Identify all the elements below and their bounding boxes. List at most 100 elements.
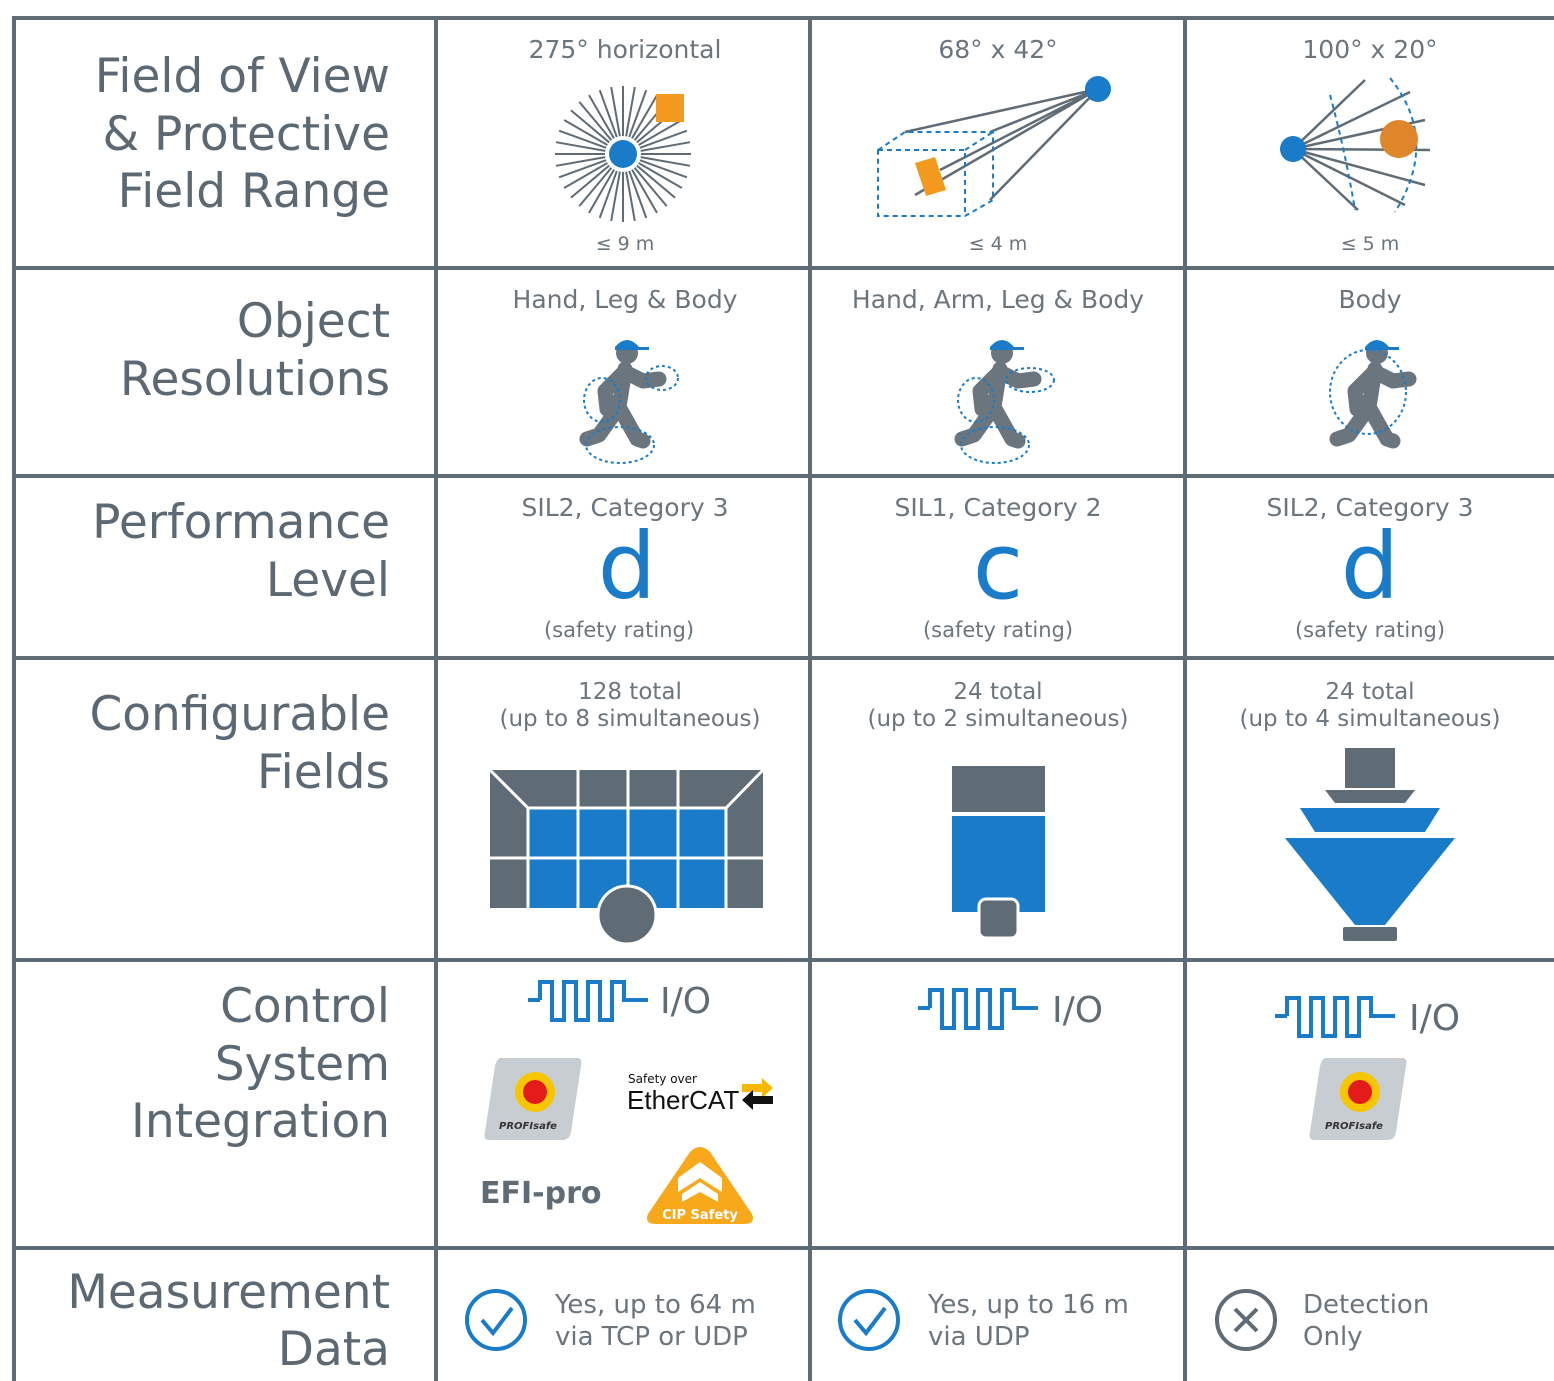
fov-ray <box>625 171 636 222</box>
fov-ray <box>639 159 688 179</box>
fov-icon <box>609 140 637 168</box>
row-label: Object <box>237 294 390 349</box>
cell-title: 128 total <box>578 679 682 705</box>
fields-icon <box>488 768 765 908</box>
fields-icon <box>1345 748 1395 788</box>
status-icon <box>465 1289 1277 1351</box>
person-icon <box>645 365 679 391</box>
cell-title: SIL2, Category 3 <box>521 493 728 522</box>
row-label: Integration <box>131 1094 390 1149</box>
fields-icon <box>952 766 1045 812</box>
cell-note: ≤ 5 m <box>1341 233 1400 255</box>
row-label: Data <box>278 1322 390 1377</box>
fov-ray <box>555 141 606 152</box>
row-label: Control <box>220 979 390 1034</box>
logo-text: PROFIsafe <box>499 1121 557 1132</box>
measurement-text: Detection <box>1303 1290 1429 1320</box>
logo-text: EFI-pro <box>480 1176 601 1211</box>
fov-ray <box>588 94 615 139</box>
fov-ray <box>631 169 658 214</box>
status-icon <box>853 1306 887 1337</box>
fov-ray <box>578 167 613 207</box>
fields-icon <box>596 884 658 946</box>
fov-ray <box>636 164 676 199</box>
fov-ray <box>638 119 683 146</box>
row-label: Performance <box>92 495 390 550</box>
ethercat-arrows <box>742 1078 773 1098</box>
person-icon <box>585 426 655 464</box>
cell-title: (up to 4 simultaneous) <box>1240 706 1501 732</box>
row-label: Configurable <box>89 687 390 742</box>
logo-text: Safety over <box>628 1072 697 1086</box>
fov-ray <box>639 129 688 149</box>
fov-ray <box>558 129 607 149</box>
fov-ray <box>640 156 691 167</box>
fov-ray <box>625 86 636 137</box>
fov-ray <box>628 170 648 219</box>
fov-icon <box>877 76 1431 217</box>
cell-note: ≤ 4 m <box>969 233 1028 255</box>
fov-icon <box>1329 77 1418 213</box>
status-icon <box>465 1289 527 1351</box>
cip-logo <box>678 1162 722 1202</box>
fov-ray <box>555 156 606 167</box>
fov-ray <box>563 119 608 146</box>
fov-icon <box>1280 136 1306 162</box>
fov-ray <box>563 162 608 189</box>
fields-icon <box>1341 925 1399 943</box>
cell-title: 24 total <box>953 679 1042 705</box>
row-label: Resolutions <box>120 352 390 407</box>
level: d <box>1341 513 1399 620</box>
measurement-text: via TCP or UDP <box>555 1322 748 1352</box>
fov-ray <box>598 170 618 219</box>
fov-icon <box>1380 120 1418 158</box>
fov-icon <box>1085 76 1111 102</box>
fov-ray <box>610 86 621 137</box>
ethercat-arrows <box>742 1090 773 1110</box>
fov-icon <box>915 157 946 196</box>
io-icon <box>526 980 1397 1038</box>
fov-icon <box>555 86 691 222</box>
person-icon <box>583 340 1409 464</box>
row-label: Fields <box>257 745 390 800</box>
fov-icon <box>1292 79 1431 211</box>
cell-title: Hand, Arm, Leg & Body <box>852 285 1144 314</box>
measurement-text: Only <box>1303 1322 1363 1352</box>
fov-icon <box>877 131 994 217</box>
fov-ray <box>628 89 648 138</box>
cell-title: Hand, Leg & Body <box>513 285 738 314</box>
fov-ray <box>610 171 621 222</box>
cell-title: SIL2, Category 3 <box>1266 493 1473 522</box>
row-label: Field Range <box>118 164 390 219</box>
io-icon <box>1273 996 1397 1038</box>
cell-note: (safety rating) <box>544 618 694 642</box>
ethercat-arrows <box>742 1078 773 1110</box>
row-label: & Protective <box>102 107 390 162</box>
fields-icon <box>977 897 1020 940</box>
fov-ray <box>570 164 610 199</box>
io-label: I/O <box>1409 998 1460 1039</box>
logo-text: PROFIsafe <box>1325 1121 1383 1132</box>
fov-ray <box>570 109 610 144</box>
cip-logo <box>647 1147 753 1224</box>
person-icon <box>1005 367 1055 393</box>
measurement-text: via UDP <box>928 1322 1030 1352</box>
person-icon <box>1329 349 1407 435</box>
status-icon <box>1233 1307 1259 1333</box>
row-label: Field of View <box>95 49 390 104</box>
level: c <box>973 513 1024 620</box>
cell-note: (safety rating) <box>923 618 1073 642</box>
fields-icon <box>952 816 1045 912</box>
person-icon <box>962 340 1034 441</box>
level: d <box>598 513 656 620</box>
fov-ray <box>578 101 613 141</box>
person-icon <box>583 377 621 423</box>
fields-icon <box>1325 790 1415 803</box>
row-labels: Field of View & Protective Field Range O… <box>67 49 390 1377</box>
io-icon <box>916 988 1040 1030</box>
fields-icon <box>1285 838 1455 925</box>
fov-icon <box>656 94 684 122</box>
status-icon <box>480 1306 514 1337</box>
fields-icon <box>1300 808 1440 832</box>
